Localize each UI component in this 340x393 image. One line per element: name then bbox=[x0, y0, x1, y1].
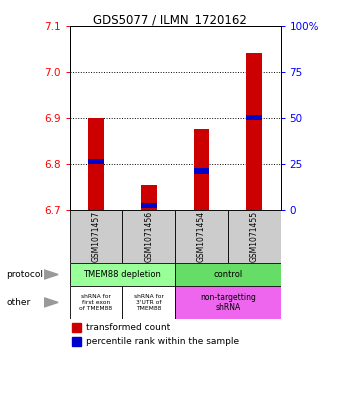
Text: transformed count: transformed count bbox=[86, 323, 170, 332]
Bar bbox=[70, 286, 122, 319]
Bar bbox=[193, 129, 209, 210]
Text: protocol: protocol bbox=[6, 270, 43, 279]
Bar bbox=[88, 159, 104, 164]
Bar bbox=[122, 286, 175, 319]
Text: non-targetting
shRNA: non-targetting shRNA bbox=[200, 293, 256, 312]
Text: control: control bbox=[213, 270, 242, 279]
Bar bbox=[246, 116, 262, 120]
Bar bbox=[175, 286, 280, 319]
Text: GSM1071455: GSM1071455 bbox=[250, 211, 259, 263]
Polygon shape bbox=[44, 298, 58, 307]
Text: shRNA for
3'UTR of
TMEM88: shRNA for 3'UTR of TMEM88 bbox=[134, 294, 164, 311]
Text: shRNA for
first exon
of TMEM88: shRNA for first exon of TMEM88 bbox=[80, 294, 113, 311]
Text: GSM1071456: GSM1071456 bbox=[144, 211, 153, 263]
Bar bbox=[228, 210, 280, 263]
Bar bbox=[141, 203, 157, 208]
Bar bbox=[141, 185, 157, 210]
Text: percentile rank within the sample: percentile rank within the sample bbox=[86, 337, 239, 346]
Bar bbox=[70, 263, 175, 286]
Text: GSM1071457: GSM1071457 bbox=[91, 211, 101, 263]
Polygon shape bbox=[44, 270, 58, 279]
Bar bbox=[175, 210, 228, 263]
Bar bbox=[88, 118, 104, 210]
Bar bbox=[246, 53, 262, 210]
Text: GSM1071454: GSM1071454 bbox=[197, 211, 206, 263]
Text: other: other bbox=[6, 298, 30, 307]
Text: GDS5077 / ILMN_1720162: GDS5077 / ILMN_1720162 bbox=[93, 13, 247, 26]
Bar bbox=[122, 210, 175, 263]
Bar bbox=[72, 337, 81, 346]
Bar bbox=[70, 210, 122, 263]
Bar bbox=[72, 323, 81, 332]
Bar bbox=[175, 263, 280, 286]
Bar bbox=[193, 169, 209, 174]
Text: TMEM88 depletion: TMEM88 depletion bbox=[83, 270, 162, 279]
